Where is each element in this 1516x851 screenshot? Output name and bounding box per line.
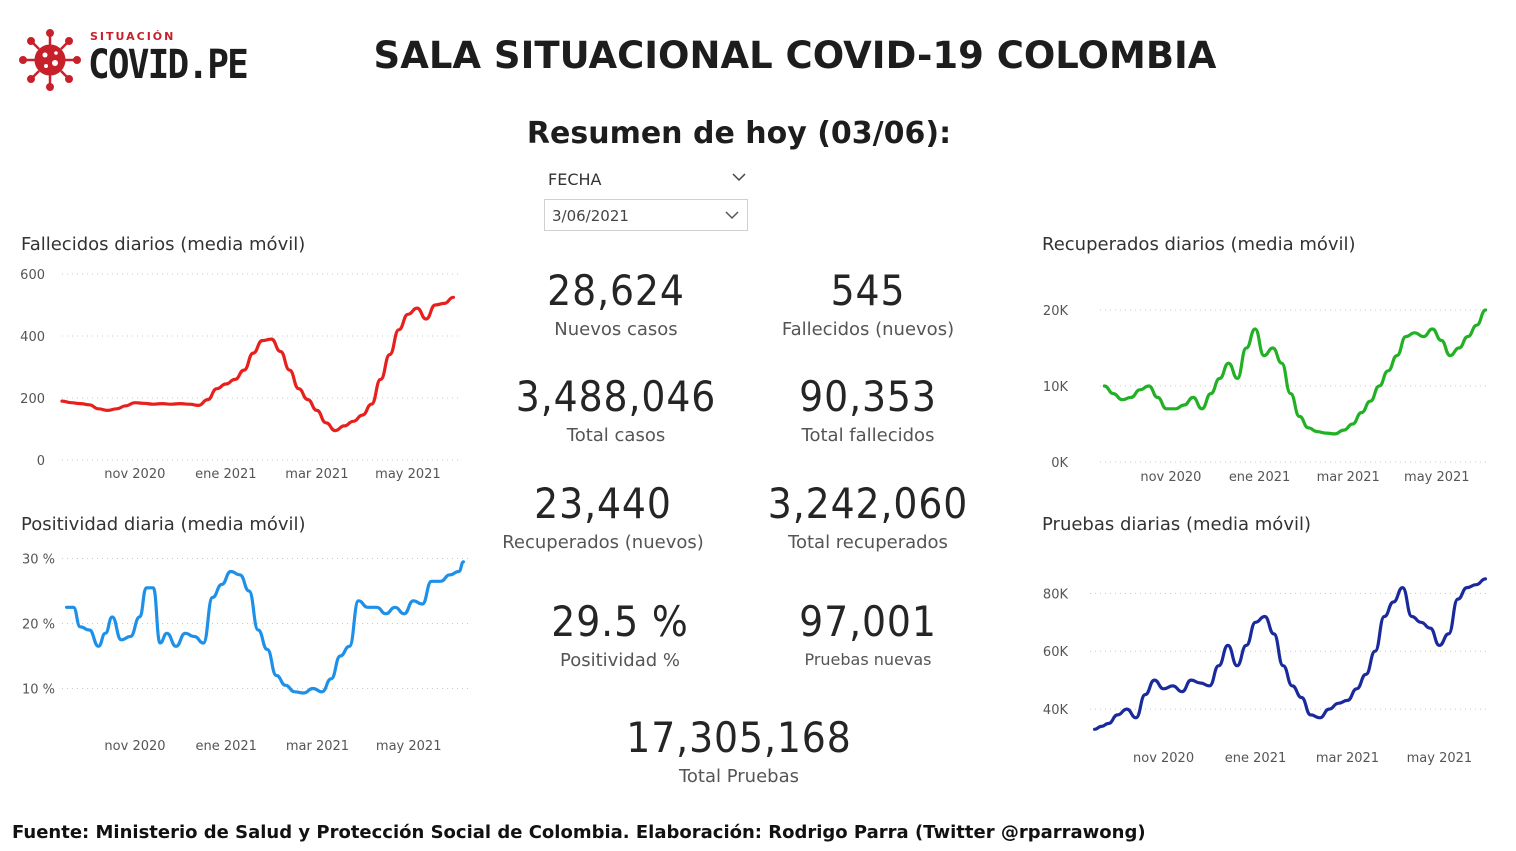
y-tick-label: 20 %: [22, 618, 55, 633]
page-title: SALA SITUACIONAL COVID-19 COLOMBIA: [373, 34, 1217, 77]
date-filter-dropdown[interactable]: 3/06/2021: [544, 199, 748, 231]
x-tick-label: ene 2021: [1225, 751, 1286, 766]
x-tick-label: nov 2020: [104, 739, 165, 754]
kpi-label: Nuevos casos: [554, 319, 678, 340]
kpi-value: 3,488,046: [515, 372, 717, 421]
y-tick-label: 0K: [1051, 456, 1068, 471]
x-tick-label: ene 2021: [195, 467, 256, 482]
kpi-fallecidos-nuevos: 545 Fallecidos (nuevos): [738, 266, 998, 340]
x-tick-label: may 2021: [376, 739, 442, 754]
y-tick-label: 200: [20, 392, 45, 407]
y-tick-label: 10 %: [22, 683, 55, 698]
chart-title-pruebas: Pruebas diarias (media móvil): [1042, 514, 1311, 535]
chart-fallecidos: 600 400 200 0 nov 2020 ene 2021 mar 2021 may 20…: [20, 268, 458, 482]
date-filter-value: 3/06/2021: [552, 207, 629, 225]
chart-title-positividad: Positividad diaria (media móvil): [21, 514, 306, 535]
kpi-total-casos: 3,488,046 Total casos: [486, 372, 746, 446]
logo: SITUACIÓN COVID.PE: [18, 20, 249, 100]
kpi-value: 23,440: [534, 479, 672, 528]
chart-positividad: 30 % 20 % 10 % nov 2020 ene 2021 mar 2021 may …: [22, 553, 468, 754]
x-tick-label: may 2021: [1407, 751, 1473, 766]
kpi-label: Total recuperados: [788, 532, 948, 553]
chart-pruebas: 80K 60K 40K nov 2020 ene 2021 mar 2021 may 202…: [1043, 577, 1490, 766]
kpi-value: 3,242,060: [767, 479, 969, 528]
kpi-label: Total fallecidos: [801, 425, 935, 446]
kpi-label: Fallecidos (nuevos): [781, 319, 955, 340]
chevron-down-icon[interactable]: [730, 168, 748, 186]
kpi-pruebas-nuevas: 97,001 Pruebas nuevas: [738, 597, 998, 669]
kpi-label: Recuperados (nuevos): [502, 532, 704, 553]
x-tick-label: may 2021: [1404, 470, 1470, 485]
kpi-total-fallecidos: 90,353 Total fallecidos: [738, 372, 998, 446]
logo-small-text: SITUACIÓN: [90, 30, 176, 43]
chart-title-recuperados: Recuperados diarios (media móvil): [1042, 234, 1356, 255]
series-line: [60, 295, 455, 433]
kpi-total-pruebas: 17,305,168 Total Pruebas: [609, 713, 869, 787]
series-line: [1102, 308, 1488, 436]
x-tick-label: mar 2021: [285, 467, 348, 482]
x-tick-label: ene 2021: [1229, 470, 1290, 485]
x-tick-label: nov 2020: [1140, 470, 1201, 485]
x-tick-label: mar 2021: [1317, 470, 1380, 485]
chart-recuperados: 20K 10K 0K nov 2020 ene 2021 mar 2021 may 2021: [1043, 304, 1490, 485]
x-tick-label: may 2021: [375, 467, 441, 482]
kpi-total-recuperados: 3,242,060 Total recuperados: [738, 479, 998, 553]
y-tick-label: 40K: [1043, 703, 1069, 718]
kpi-recuperados-nuevos: 23,440 Recuperados (nuevos): [473, 479, 733, 553]
series-line: [1093, 577, 1487, 731]
y-tick-label: 30 %: [22, 553, 55, 568]
kpi-label: Total Pruebas: [678, 766, 799, 787]
chart-title-fallecidos: Fallecidos diarios (media móvil): [21, 234, 306, 255]
kpi-value: 28,624: [547, 266, 685, 315]
x-tick-label: ene 2021: [195, 739, 256, 754]
x-tick-label: nov 2020: [1133, 751, 1194, 766]
kpi-value: 17,305,168: [626, 713, 852, 762]
summary-title: Resumen de hoy (03/06):: [526, 116, 952, 151]
kpi-label: Total casos: [566, 425, 666, 446]
source-footer: Fuente: Ministerio de Salud y Protección…: [12, 822, 1146, 843]
logo-big-text: COVID.PE: [88, 42, 249, 88]
virus-icon: [19, 29, 81, 91]
chevron-down-icon[interactable]: [723, 207, 741, 223]
date-filter-label: FECHA: [548, 170, 602, 189]
kpi-value: 29.5 %: [551, 597, 689, 646]
y-tick-label: 60K: [1043, 645, 1069, 660]
y-tick-label: 0: [37, 454, 45, 469]
kpi-label: Pruebas nuevas: [804, 650, 932, 669]
y-tick-label: 600: [20, 268, 45, 283]
kpi-value: 545: [830, 266, 906, 315]
kpi-label: Positividad %: [559, 650, 681, 671]
y-tick-label: 80K: [1043, 587, 1069, 602]
series-line: [65, 560, 465, 695]
kpi-value: 97,001: [799, 597, 937, 646]
kpi-positividad: 29.5 % Positividad %: [490, 597, 750, 671]
y-tick-label: 10K: [1043, 380, 1069, 395]
y-tick-label: 400: [20, 330, 45, 345]
x-tick-label: mar 2021: [1316, 751, 1379, 766]
x-tick-label: mar 2021: [286, 739, 349, 754]
kpi-value: 90,353: [799, 372, 937, 421]
x-tick-label: nov 2020: [104, 467, 165, 482]
y-tick-label: 20K: [1043, 304, 1069, 319]
kpi-nuevos-casos: 28,624 Nuevos casos: [486, 266, 746, 340]
